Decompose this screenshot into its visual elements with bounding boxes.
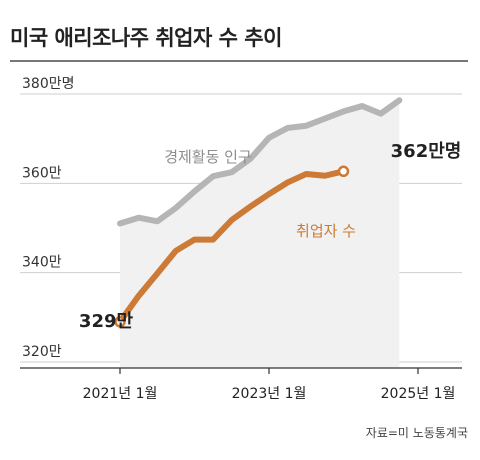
y-tick-label: 320만 xyxy=(22,344,62,360)
y-tick-label: 360만 xyxy=(22,165,62,181)
y-tick-label: 340만 xyxy=(22,255,62,271)
chart-title: 미국 애리조나주 취업자 수 추이 xyxy=(10,26,282,50)
labor-force-series-label: 경제활동 인구 xyxy=(164,148,252,166)
source-note: 자료=미 노동통계국 xyxy=(365,426,468,440)
employment-end-point xyxy=(337,165,350,178)
x-tick-label: 2023년 1월 xyxy=(232,386,307,402)
employment-start-label: 329만 xyxy=(79,311,134,332)
employment-line xyxy=(117,168,347,325)
employment-series-label: 취업자 수 xyxy=(296,222,356,240)
x-tick-label: 2021년 1월 xyxy=(83,386,158,402)
y-tick-label: 380만명 xyxy=(22,76,74,92)
labor-force-line xyxy=(117,97,403,227)
employment-end-label: 362만명 xyxy=(391,141,462,162)
x-tick-label: 2025년 1월 xyxy=(381,386,456,402)
labor-force-area xyxy=(120,100,400,369)
title-divider xyxy=(10,60,468,62)
employment-start-point xyxy=(114,316,126,328)
